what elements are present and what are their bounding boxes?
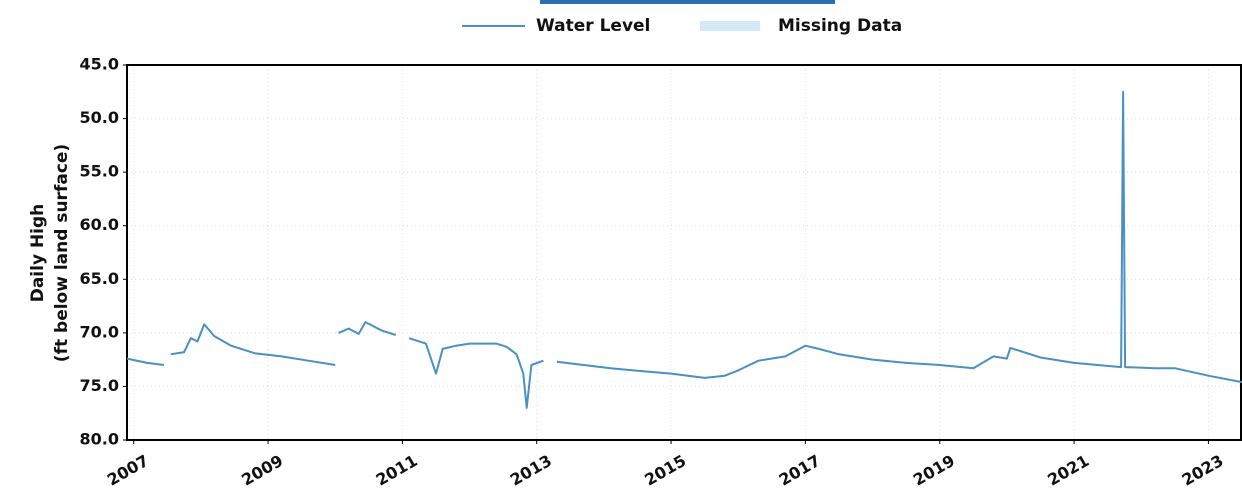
y-tick-label: 50.0	[80, 108, 119, 127]
legend-label: Water Level	[536, 16, 650, 36]
header-bar	[540, 0, 835, 4]
y-tick-label: 60.0	[80, 215, 119, 234]
x-tick-label: 2013	[507, 451, 555, 490]
water-level-line	[126, 90, 1242, 409]
y-tick-label: 70.0	[80, 322, 119, 341]
y-tick-label: 65.0	[80, 269, 119, 288]
y-axis-label: Daily High	[28, 204, 48, 303]
y-tick-label: 75.0	[80, 376, 119, 395]
y-axis-label: (ft below land surface)	[52, 144, 72, 362]
y-tick-label: 55.0	[80, 162, 119, 181]
x-tick-label: 2019	[910, 451, 958, 490]
legend-label: Missing Data	[778, 16, 902, 36]
x-tick-label: 2023	[1179, 451, 1227, 490]
legend-swatch	[700, 21, 760, 31]
x-tick-label: 2021	[1044, 451, 1092, 490]
x-tick-label: 2007	[104, 451, 152, 490]
plot-frame	[126, 64, 1242, 441]
x-tick-label: 2017	[776, 451, 824, 490]
y-tick-label: 80.0	[80, 430, 119, 449]
x-tick-label: 2009	[238, 451, 286, 490]
x-tick-label: 2011	[373, 451, 421, 490]
y-tick-label: 45.0	[80, 55, 119, 74]
x-tick-label: 2015	[641, 451, 689, 490]
